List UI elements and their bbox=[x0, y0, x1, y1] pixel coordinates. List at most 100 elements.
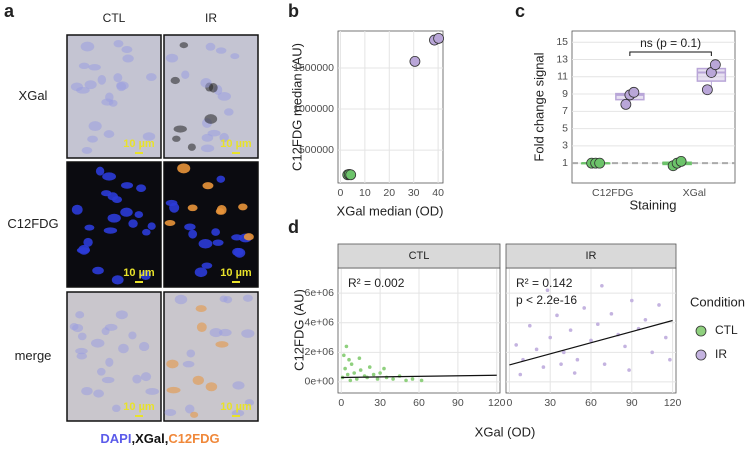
cell bbox=[231, 234, 243, 241]
fit-line bbox=[509, 319, 673, 366]
point bbox=[534, 347, 539, 352]
cell bbox=[204, 114, 218, 124]
cell bbox=[75, 311, 85, 319]
point bbox=[528, 323, 532, 328]
point bbox=[541, 365, 546, 369]
point bbox=[701, 84, 713, 96]
cell bbox=[134, 211, 144, 218]
cell bbox=[165, 53, 179, 63]
point bbox=[545, 288, 550, 292]
cell bbox=[97, 75, 107, 85]
cell bbox=[188, 229, 198, 239]
stain-legend-item: , bbox=[131, 431, 135, 446]
stain-legend-item: , bbox=[165, 431, 169, 446]
point bbox=[602, 362, 607, 366]
y-tick-label: 1000000 bbox=[293, 103, 334, 115]
cell bbox=[142, 228, 151, 236]
cell bbox=[142, 132, 156, 141]
cell bbox=[147, 222, 156, 230]
x-tick-label: 60 bbox=[585, 397, 597, 409]
point bbox=[657, 303, 661, 307]
cell bbox=[205, 42, 216, 51]
scale-bar-label: 10 µm bbox=[220, 401, 252, 413]
cell bbox=[136, 184, 147, 192]
cell bbox=[78, 244, 90, 255]
facet-strip bbox=[337, 243, 501, 269]
cell bbox=[71, 204, 83, 215]
point bbox=[630, 298, 634, 303]
cell bbox=[145, 387, 160, 395]
y-tick-label: 13 bbox=[556, 53, 568, 65]
cell bbox=[102, 172, 117, 181]
cell bbox=[80, 41, 95, 52]
cell bbox=[182, 360, 195, 368]
point bbox=[609, 312, 614, 316]
x-axis-label: XGal median (OD) bbox=[337, 203, 444, 218]
scale-bar-label: 10 µm bbox=[123, 401, 155, 413]
micrograph bbox=[66, 161, 162, 288]
annotation: ns (p = 0.1) bbox=[640, 36, 701, 50]
cell bbox=[231, 409, 245, 417]
plot-panel bbox=[337, 30, 444, 184]
y-tick-label: 0e+00 bbox=[305, 376, 335, 388]
cell bbox=[128, 219, 138, 228]
point bbox=[347, 357, 351, 362]
point bbox=[382, 366, 386, 371]
cell bbox=[101, 190, 112, 197]
significance-bracket bbox=[629, 51, 712, 56]
y-tick-label: 5 bbox=[562, 122, 568, 134]
cell bbox=[84, 224, 95, 231]
cell bbox=[95, 166, 105, 176]
point bbox=[664, 335, 668, 340]
cell bbox=[223, 296, 233, 304]
legend-marker bbox=[695, 349, 707, 361]
y-axis-label: Fold change signal bbox=[531, 52, 546, 161]
cell bbox=[223, 108, 234, 116]
point bbox=[596, 322, 600, 327]
cell bbox=[219, 132, 229, 143]
cell bbox=[244, 399, 255, 406]
cell bbox=[186, 349, 196, 358]
point bbox=[623, 344, 627, 349]
cell bbox=[190, 411, 199, 418]
scale-bar-label: 10 µm bbox=[220, 267, 252, 279]
cell bbox=[107, 213, 121, 223]
cell bbox=[112, 404, 121, 413]
cell bbox=[101, 327, 110, 336]
cell bbox=[165, 199, 178, 207]
cell bbox=[91, 338, 105, 348]
cell bbox=[146, 73, 157, 82]
plot-panel bbox=[571, 30, 736, 184]
legend-label: IR bbox=[715, 347, 727, 361]
cell bbox=[83, 237, 93, 247]
point bbox=[391, 377, 395, 381]
facet-label: CTL bbox=[409, 250, 430, 262]
point bbox=[378, 371, 382, 375]
cell bbox=[140, 372, 152, 382]
point bbox=[562, 350, 566, 355]
point bbox=[345, 372, 350, 377]
row-label: C12FDG bbox=[7, 216, 58, 231]
cell bbox=[242, 294, 253, 302]
point bbox=[354, 377, 359, 381]
cell bbox=[88, 121, 102, 132]
cell bbox=[87, 135, 98, 143]
y-tick-label: 7 bbox=[562, 105, 568, 117]
column-header: CTL bbox=[103, 11, 126, 25]
cell bbox=[93, 389, 104, 398]
cell bbox=[121, 46, 133, 53]
y-tick-label: 1 bbox=[562, 157, 568, 169]
point bbox=[419, 378, 424, 383]
panel-label: a bbox=[4, 1, 15, 21]
cell bbox=[198, 239, 213, 249]
cell bbox=[128, 331, 137, 340]
x-tick-label: 120 bbox=[664, 397, 682, 409]
y-tick-label: 3 bbox=[562, 140, 568, 152]
point bbox=[668, 357, 672, 362]
point bbox=[548, 335, 552, 340]
x-tick-label: 90 bbox=[626, 397, 638, 409]
cell bbox=[184, 223, 196, 231]
scale-bar-label: 10 µm bbox=[123, 267, 155, 279]
point bbox=[627, 368, 631, 372]
marker bbox=[433, 32, 445, 44]
